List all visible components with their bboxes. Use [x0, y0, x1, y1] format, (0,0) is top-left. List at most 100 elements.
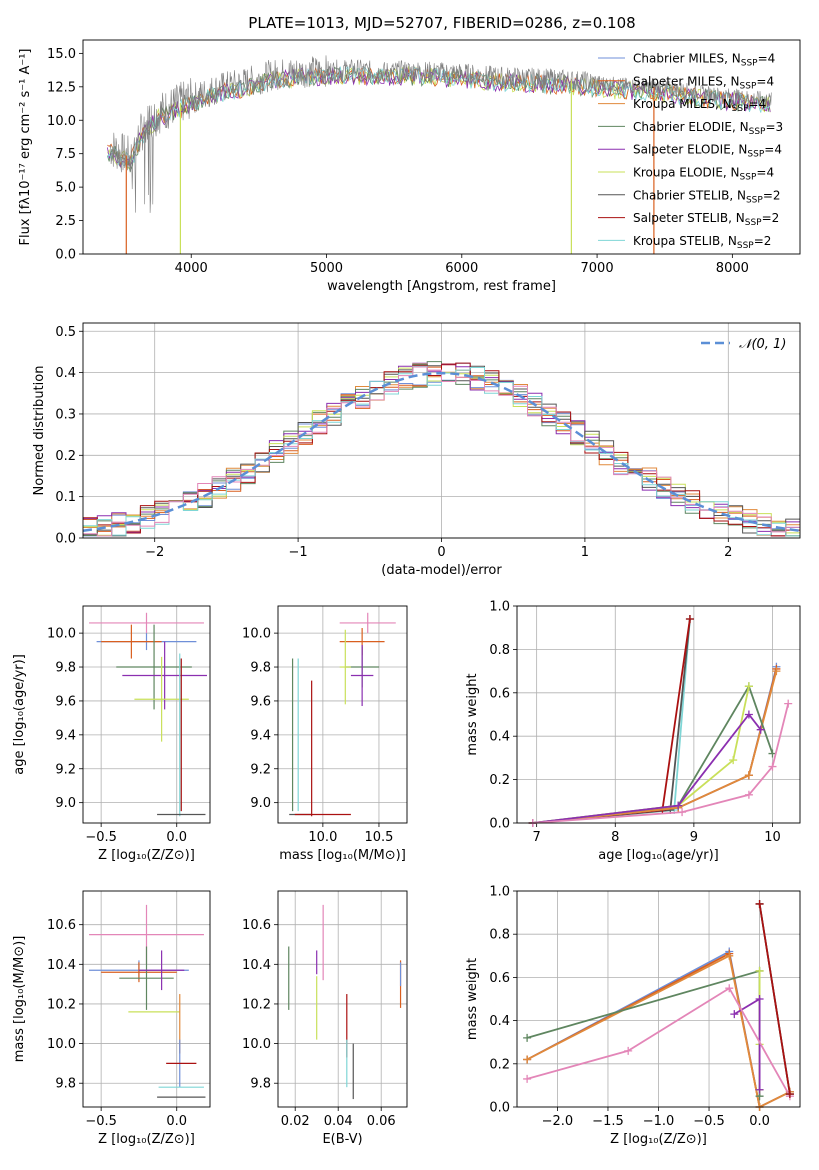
y-tick-label: 0.2 — [489, 1057, 510, 1072]
legend-label-subscript: SSP — [747, 150, 764, 160]
y-tick-label: 0.5 — [55, 325, 76, 340]
errorbar-point — [339, 629, 351, 705]
series-marker — [756, 725, 765, 734]
x-tick-label: −1.5 — [592, 1114, 624, 1129]
errorbar-point — [134, 656, 189, 742]
spectrum-plot: 4000 5000 6000 7000 8000 0.0 2.5 5.0 7.5 10.0 12.5… — [18, 39, 801, 294]
y-tick-label: 1.0 — [489, 885, 510, 900]
series-line — [532, 666, 778, 824]
x-tick-label: 0.04 — [324, 1114, 353, 1129]
axes-frame — [82, 322, 801, 539]
series-marker — [744, 710, 753, 719]
series-marker — [772, 667, 781, 676]
series-marker — [755, 899, 764, 908]
y-tick-label: 0.4 — [489, 1014, 510, 1029]
legend-label-suffix: =4 — [756, 166, 774, 180]
x-tick-label: −0.5 — [85, 830, 117, 845]
series-marker — [523, 1055, 532, 1064]
series-salpeter-elodie — [528, 710, 765, 827]
axes-frame — [82, 605, 211, 824]
series-line — [532, 684, 774, 824]
figure-title: PLATE=1013, MJD=52707, FIBERID=0286, z=0… — [248, 14, 635, 32]
y-tick-label: 0.3 — [55, 407, 76, 422]
series-marker — [785, 1090, 794, 1099]
mass-weight-vs-metallicity-plot: −2.0 −1.5 −1.0 −0.5 0.0 0.0 0.2 0.4 0.6 0.8 1.0 Z [… — [465, 885, 801, 1147]
errorbar-point — [101, 624, 162, 659]
series-chabrier-elodie — [528, 682, 777, 827]
y-tick-label: 9.8 — [250, 661, 271, 676]
legend-label: Chabrier ELODIE, NSSP=3 — [633, 120, 783, 137]
age-vs-mass-plot: 10.0 10.5 9.0 9.2 9.4 9.6 9.8 10.0 mass [log₁₀(M… — [242, 605, 408, 863]
series-marker — [784, 699, 793, 708]
x-tick-label: −2 — [145, 545, 164, 560]
y-tick-label: 9.8 — [55, 661, 76, 676]
errorbar-point — [116, 624, 192, 710]
legend-label-suffix: =4 — [758, 52, 776, 66]
x-tick-label: 9 — [690, 830, 698, 845]
x-tick-label: −1.0 — [643, 1114, 675, 1129]
histogram-x-label: (data-model)/error — [381, 563, 502, 578]
series-marker — [725, 984, 734, 993]
series-marker — [685, 615, 694, 624]
mass_vs_ebv-x-label: E(B-V) — [322, 1132, 362, 1147]
y-tick-label: 9.4 — [55, 728, 76, 743]
series-line — [532, 713, 762, 824]
y-tick-label: 15.0 — [47, 47, 76, 62]
x-tick-label: 0.02 — [281, 1114, 310, 1129]
legend-label-subscript: SSP — [732, 104, 749, 114]
series-line — [526, 954, 791, 1109]
errorbars — [89, 612, 207, 817]
y-tick-label: 0.0 — [489, 1101, 510, 1116]
x-tick-label: −2.0 — [542, 1114, 574, 1129]
legend-label-subscript: SSP — [740, 81, 757, 91]
y-tick-label: 0.8 — [489, 928, 510, 943]
axes-frame — [516, 890, 801, 1108]
y-tick-label: 0.8 — [489, 643, 510, 658]
x-tick-label: 0.0 — [166, 830, 187, 845]
y-tick-label: 9.6 — [55, 694, 76, 709]
legend-label-suffix: =4 — [764, 143, 782, 157]
y-tick-label: 9.8 — [55, 1077, 76, 1092]
errorbars — [89, 904, 206, 1098]
axes-frame — [82, 890, 211, 1108]
series-line — [532, 670, 778, 824]
y-tick-label: 9.2 — [55, 762, 76, 777]
errorbar-point — [119, 946, 174, 1010]
mass-vs-metallicity-plot: −0.5 0.0 9.8 10.0 10.2 10.4 10.6 Z [log₁₀(Z/Z⊙)… — [12, 890, 211, 1147]
age-vs-metallicity-plot: −0.5 0.0 9.0 9.2 9.4 9.6 9.8 10.0 Z [log₁₀(Z/Z⊙)… — [12, 605, 211, 863]
x-tick-label: 5000 — [310, 261, 343, 276]
mass_weight_vs_age-x-label: age [log₁₀(age/yr)] — [598, 848, 719, 863]
spectrum-y-label: Flux [fλ10⁻¹⁷ erg cm⁻² s⁻¹ A⁻¹] — [18, 49, 33, 246]
legend-label-subscript: SSP — [746, 195, 763, 205]
legend-label-subscript: SSP — [740, 173, 757, 183]
series-marker — [729, 756, 738, 765]
age_vs_Z-y-label: age [log₁₀(age/yr)] — [12, 654, 27, 775]
legend-label-suffix: =2 — [762, 211, 780, 225]
y-tick-label: 7.5 — [55, 147, 76, 162]
histogram-pink — [83, 366, 800, 537]
mass-weight-vs-age-plot: 7 8 9 10 0.0 0.2 0.4 0.6 0.8 1.0 age [log₁₀(age/yr… — [465, 600, 801, 863]
errorbar-point — [138, 950, 185, 991]
series-pink — [528, 699, 793, 827]
errorbars — [288, 904, 402, 1100]
histogram-steps — [83, 361, 800, 537]
axes-frame — [82, 39, 801, 255]
x-tick-label: 0 — [437, 545, 445, 560]
residual-histogram-plot: −2 −1 0 1 2 0.0 0.1 0.2 0.3 0.4 0.5 (data-model)/er… — [32, 322, 801, 578]
y-tick-label: 9.8 — [250, 1077, 271, 1092]
weight-lines — [523, 899, 794, 1111]
x-tick-label: 6000 — [445, 261, 478, 276]
x-tick-label: 7000 — [581, 261, 614, 276]
y-tick-label: 0.2 — [55, 449, 76, 464]
spectrum-x-label: wavelength [Angstrom, rest frame] — [327, 279, 556, 294]
y-tick-label: 9.4 — [250, 728, 271, 743]
series-marker — [755, 995, 764, 1003]
y-tick-label: 0.6 — [489, 686, 510, 701]
mass_weight_vs_Z-y-label: mass weight — [465, 958, 480, 1040]
legend-label-subscript: SSP — [737, 241, 754, 251]
legend-label: Kroupa STELIB, NSSP=2 — [633, 234, 771, 251]
axes-frame — [516, 605, 801, 824]
y-tick-label: 10.4 — [242, 958, 271, 973]
series-line — [532, 668, 778, 824]
